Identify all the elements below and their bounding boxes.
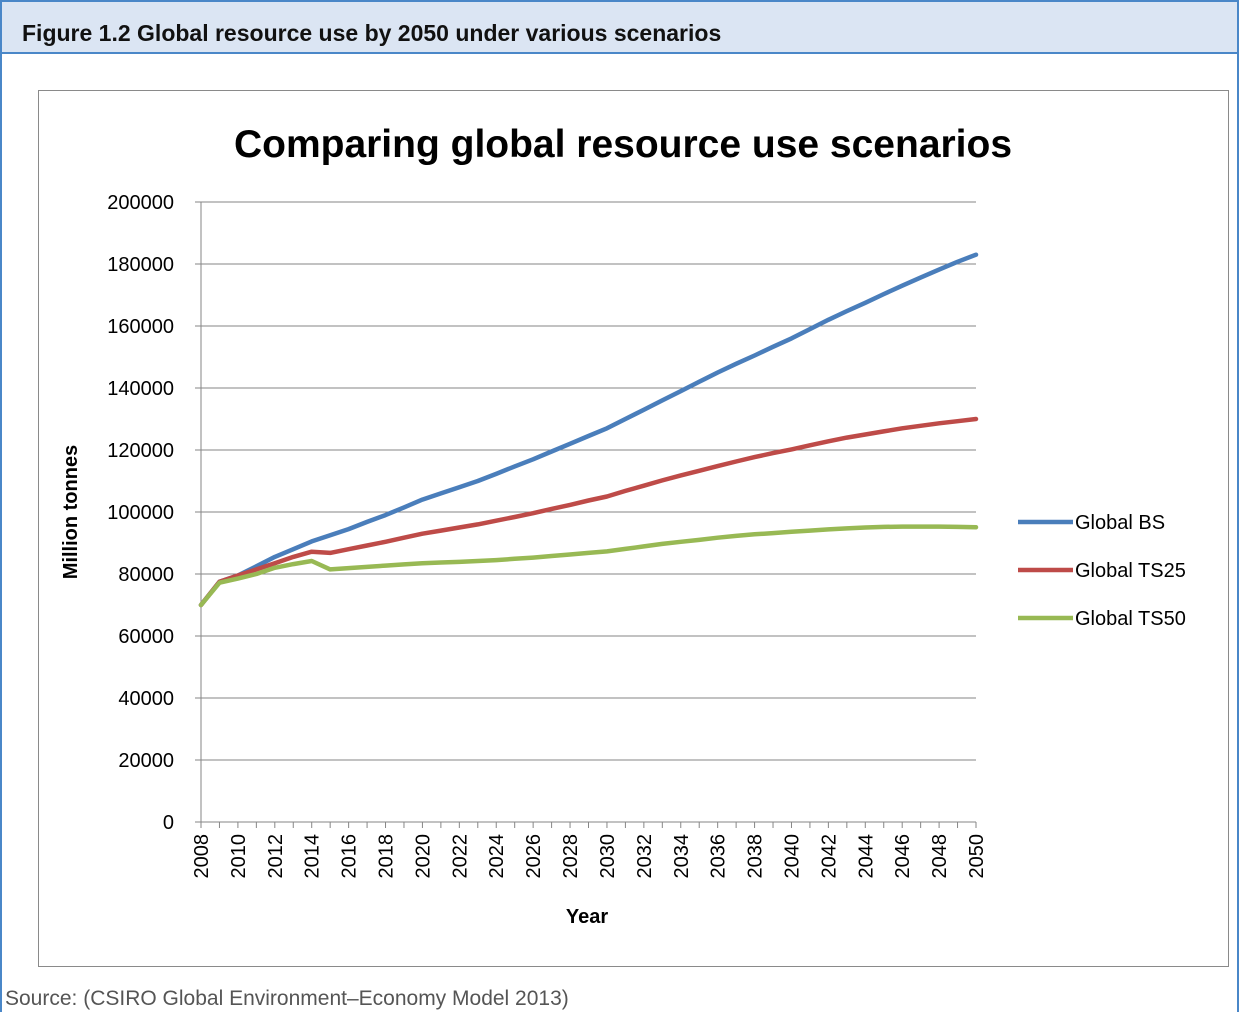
x-tick-label: 2020 (412, 834, 434, 879)
y-tick-label: 40000 (118, 688, 174, 710)
legend-label: Global TS50 (1075, 608, 1186, 630)
x-tick-label: 2048 (929, 834, 951, 879)
x-tick-label: 2030 (597, 834, 619, 879)
y-tick-label: 60000 (118, 626, 174, 648)
x-tick-label: 2038 (745, 834, 767, 879)
y-tick-label: 180000 (107, 254, 174, 276)
series-line (198, 416, 979, 608)
source-note: Source: (CSIRO Global Environment–Econom… (5, 987, 569, 1010)
series-lines (198, 252, 979, 608)
y-tick-label: 120000 (107, 440, 174, 462)
x-tick-label: 2028 (560, 834, 582, 879)
x-tick-label: 2040 (781, 834, 803, 879)
line-chart: Comparing global resource use scenarios … (60, 123, 1186, 928)
chart-title: Comparing global resource use scenarios (234, 123, 1012, 166)
legend: Global BS Global TS25 Global TS50 (1018, 512, 1186, 630)
y-axis-label: Million tonnes (60, 445, 82, 579)
x-tick-labels: 2008 2010 2012 2014 2016 2018 2020 2022 2024 2026… (191, 834, 988, 879)
y-tick-label: 200000 (107, 192, 174, 214)
x-tick-label: 2010 (228, 834, 250, 879)
x-tick-label: 2008 (191, 834, 213, 879)
x-tick-label: 2046 (892, 834, 914, 879)
y-tick-label: 160000 (107, 316, 174, 338)
x-tick-label: 2022 (449, 834, 471, 879)
figure-caption: Figure 1.2 Global resource use by 2050 u… (22, 20, 722, 46)
x-tick-label: 2050 (966, 834, 988, 879)
y-tick-label: 100000 (107, 502, 174, 524)
y-tick-label: 140000 (107, 378, 174, 400)
y-tick-label: 80000 (118, 564, 174, 586)
y-tick-label: 20000 (118, 750, 174, 772)
x-tick-label: 2024 (486, 834, 508, 879)
figure-header (0, 0, 1239, 54)
gridlines (201, 201, 976, 761)
y-tick-labels: 0 20000 40000 60000 80000 100000 120000 140000 1… (107, 192, 174, 834)
y-tick-label: 0 (163, 812, 174, 834)
x-axis-label: Year (566, 906, 608, 928)
x-tick-label: 2016 (339, 834, 361, 879)
x-tick-label: 2034 (671, 834, 693, 879)
x-tick-label: 2044 (855, 834, 877, 879)
legend-label: Global BS (1075, 512, 1165, 534)
x-tick-label: 2012 (265, 834, 287, 879)
x-tick-label: 2018 (376, 834, 398, 879)
axes (195, 201, 977, 828)
chart-area: Comparing global resource use scenarios … (38, 90, 1229, 967)
x-tick-label: 2036 (708, 834, 730, 879)
series-line (198, 252, 979, 608)
x-tick-label: 2026 (523, 834, 545, 879)
x-tick-label: 2014 (302, 834, 324, 879)
x-tick-label: 2032 (634, 834, 656, 879)
series-line (198, 524, 979, 608)
x-tick-label: 2042 (818, 834, 840, 879)
legend-label: Global TS25 (1075, 560, 1186, 582)
